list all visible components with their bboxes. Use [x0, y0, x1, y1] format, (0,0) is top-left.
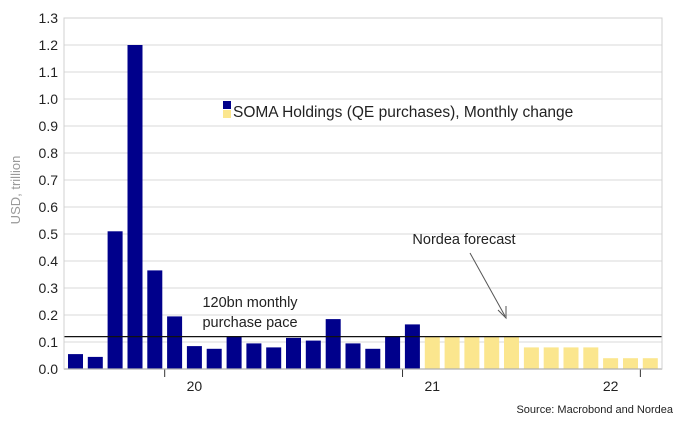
gridlines — [64, 17, 662, 343]
bar-actual — [186, 346, 202, 369]
reference-line-label-1: 120bn monthly — [202, 295, 298, 311]
bar-actual — [147, 270, 163, 369]
bar-forecast — [444, 336, 460, 369]
bar-forecast — [484, 336, 500, 369]
y-tick-label: 1.1 — [39, 64, 59, 80]
y-axis-label: USD, trillion — [8, 156, 23, 225]
bar-actual — [107, 231, 123, 369]
bar-forecast — [504, 336, 519, 369]
x-axis: 20 21 22 — [64, 368, 662, 394]
bar-actual — [68, 354, 83, 369]
bar-actual — [226, 336, 242, 369]
bar-actual — [127, 45, 143, 369]
y-tick-label: 0.0 — [39, 361, 59, 377]
x-tick-label: 21 — [424, 378, 440, 394]
bar-forecast — [603, 358, 619, 369]
bar-forecast — [464, 336, 480, 369]
bar-actual — [167, 316, 183, 369]
bar-forecast — [424, 336, 440, 369]
bar-forecast — [583, 347, 599, 369]
bar-actual — [87, 356, 103, 369]
y-tick-label: 0.9 — [39, 118, 59, 134]
bar-actual — [345, 343, 361, 369]
bar-forecast — [543, 347, 559, 369]
bars — [68, 45, 658, 370]
bar-forecast — [642, 358, 658, 369]
y-tick-label: 0.1 — [39, 334, 59, 350]
forecast-arrow-head — [497, 306, 507, 320]
y-tick-label: 0.7 — [39, 172, 59, 188]
y-tick-label: 0.2 — [39, 307, 59, 323]
bar-forecast — [623, 358, 638, 369]
forecast-annotation: Nordea forecast — [412, 232, 515, 248]
source-note: Source: Macrobond and Nordea — [516, 404, 673, 416]
legend-label: SOMA Holdings (QE purchases), Monthly ch… — [233, 104, 573, 121]
y-tick-label: 1.3 — [39, 10, 59, 26]
legend-swatch-actual — [223, 101, 231, 109]
y-tick-label: 1.2 — [39, 37, 59, 53]
y-tick-label: 0.4 — [39, 253, 59, 269]
bar-actual — [206, 348, 222, 370]
bar-actual — [385, 336, 401, 369]
bar-forecast — [523, 347, 539, 369]
bar-forecast — [563, 347, 579, 369]
y-tick-label: 0.8 — [39, 145, 59, 161]
y-axis: 0.0 0.1 0.2 0.3 0.4 0.5 0.6 0.7 0.8 0.9 1.0 1.1 1.2 1… — [39, 10, 59, 377]
bar-actual — [404, 324, 420, 369]
forecast-arrow-line — [469, 252, 506, 317]
plot-area — [64, 18, 662, 369]
reference-line-label-2: purchase pace — [202, 315, 297, 331]
bar-actual — [325, 319, 341, 369]
bar-actual — [365, 348, 381, 370]
x-tick-label: 22 — [603, 378, 619, 394]
bar-actual — [266, 347, 282, 369]
bar-actual — [305, 340, 321, 369]
bar-actual — [286, 337, 301, 369]
y-tick-label: 1.0 — [39, 91, 59, 107]
bar-actual — [246, 343, 262, 369]
plot-border — [63, 17, 663, 370]
y-tick-label: 0.5 — [39, 226, 59, 242]
x-tick-label: 20 — [187, 378, 203, 394]
legend-swatch-forecast — [223, 110, 231, 118]
y-tick-label: 0.6 — [39, 199, 59, 215]
y-tick-label: 0.3 — [39, 280, 59, 296]
